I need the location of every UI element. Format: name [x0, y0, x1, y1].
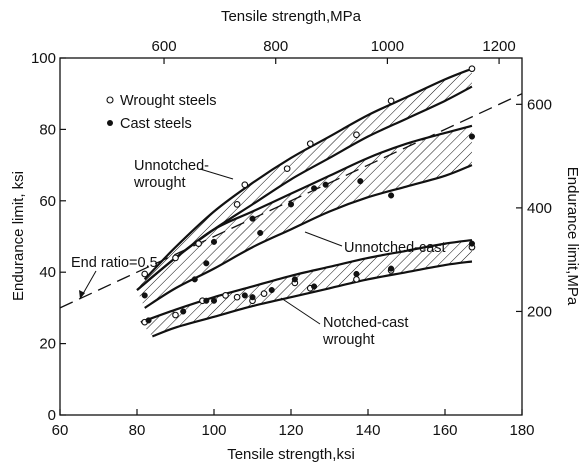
- leader-unnotched-cast: [304, 231, 343, 247]
- x-top-tick-label-1: 800: [263, 38, 288, 55]
- y-right-tick-label-1: 400: [527, 200, 552, 217]
- wrought-point-19: [353, 275, 360, 283]
- y-right-axis-label: Endurance limit,MPa: [564, 167, 581, 306]
- cast-point-1: [191, 276, 198, 283]
- y-left-tick-label-0: 0: [48, 407, 56, 424]
- x-bottom-axis-label: Tensile strength,ksi: [227, 446, 355, 463]
- x-bottom-tick-label-3: 120: [278, 422, 303, 439]
- wrought-point-7: [353, 131, 360, 139]
- wrought-point-5: [283, 165, 291, 173]
- cast-point-18: [268, 287, 275, 294]
- y-left-tick-label-1: 20: [39, 336, 56, 353]
- cast-point-10: [388, 192, 395, 199]
- band-fill-2: [140, 240, 472, 337]
- cast-point-15: [210, 297, 218, 304]
- cast-point-16: [241, 292, 248, 299]
- cast-point-14: [203, 297, 210, 304]
- wrought-point-2: [195, 240, 202, 247]
- legend-label-cast: Cast steels: [120, 116, 192, 132]
- y-right-tick-label-0: 200: [527, 303, 552, 320]
- y-left-tick-label-4: 80: [39, 121, 56, 138]
- annotation-end-ratio: End ratio=0.5: [71, 255, 158, 271]
- ann2-line-0: Notched-cast: [323, 315, 408, 331]
- y-left-tick-label-2: 40: [39, 264, 56, 281]
- wrought-point-3: [233, 201, 241, 208]
- cast-point-5: [257, 229, 264, 236]
- wrought-point-0: [141, 270, 149, 278]
- cast-point-0: [141, 292, 148, 299]
- wrought-point-8: [387, 97, 395, 105]
- leader-unnotched-wrought: [199, 168, 234, 180]
- ann2-line-1: wrought: [322, 332, 375, 348]
- cast-point-6: [287, 201, 295, 208]
- cast-point-8: [322, 181, 329, 188]
- x-top-tick-label-3: 1200: [482, 38, 515, 55]
- wrought-point-4: [241, 181, 249, 189]
- legend-label-wrought: Wrought steels: [120, 93, 216, 109]
- end-ratio-line: [60, 93, 522, 309]
- legend-open-circle-marker: [106, 96, 114, 104]
- cast-point-23: [468, 240, 476, 247]
- x-bottom-tick-label-5: 160: [432, 422, 457, 439]
- wrought-point-6: [306, 140, 314, 148]
- annotation-unnotched-cast: Unnotched-cast: [344, 240, 446, 256]
- band-fill-1: [137, 125, 472, 308]
- x-bottom-tick-label-2: 100: [201, 422, 226, 439]
- x-bottom-tick-label-6: 180: [509, 422, 534, 439]
- wrought-point-1: [172, 254, 179, 262]
- annotation-unnotched-wrought: Unnotched-wrought: [133, 158, 209, 191]
- legend: Wrought steels Cast steels: [106, 93, 216, 132]
- annotation-notched-cast-wrought: Notched-cast wrought: [322, 315, 408, 348]
- cast-point-3: [210, 238, 218, 245]
- cast-point-2: [203, 260, 210, 267]
- wrought-point-16: [260, 290, 268, 297]
- cast-point-21: [353, 270, 360, 278]
- cast-point-11: [468, 133, 476, 140]
- band-upper-edge-2: [140, 238, 473, 324]
- cast-point-4: [249, 215, 256, 222]
- y-left-tick-label-5: 100: [31, 50, 56, 67]
- cast-point-7: [311, 185, 318, 192]
- cast-point-9: [357, 178, 364, 185]
- annotations: Unnotched-wrought Unnotched-cast Notched…: [71, 158, 446, 348]
- cast-point-22: [388, 265, 395, 272]
- cast-point-17: [249, 294, 256, 301]
- reference-line-layer: [60, 93, 522, 309]
- x-bottom-tick-label-0: 60: [52, 422, 69, 439]
- cast-point-13: [180, 308, 187, 315]
- cast-point-20: [311, 283, 318, 290]
- ann0-line-0: Unnotched-: [134, 158, 209, 174]
- leader-end-ratio-arrowhead: [79, 290, 85, 299]
- plot-frame: [59, 57, 523, 416]
- x-top-axis-label: Tensile strength,MPa: [221, 8, 362, 25]
- wrought-point-9: [468, 65, 476, 73]
- tick-layer: 60 80 100 120 140 160 180 0 20 40 60 80 100 600 800 100…: [31, 38, 552, 439]
- cast-point-19: [291, 276, 298, 283]
- leader-notched-cast-wrought: [280, 297, 321, 325]
- band-fill-0: [137, 68, 472, 291]
- wrought-point-13: [222, 292, 229, 299]
- y-left-tick-label-3: 60: [39, 193, 56, 210]
- ann0-line-1: wrought: [133, 175, 186, 191]
- x-bottom-tick-label-4: 140: [355, 422, 380, 439]
- x-top-tick-label-2: 1000: [371, 38, 404, 55]
- legend-filled-circle-marker: [107, 120, 113, 126]
- x-top-tick-label-0: 600: [152, 38, 177, 55]
- cast-point-12: [145, 317, 152, 324]
- y-right-tick-label-2: 600: [527, 96, 552, 113]
- data-points-layer: [141, 65, 476, 326]
- wrought-point-11: [172, 311, 179, 319]
- x-bottom-tick-label-1: 80: [129, 422, 146, 439]
- band-lower-edge-2: [152, 260, 473, 338]
- y-left-axis-label: Endurance limit, ksi: [10, 171, 27, 301]
- wrought-point-14: [233, 293, 241, 301]
